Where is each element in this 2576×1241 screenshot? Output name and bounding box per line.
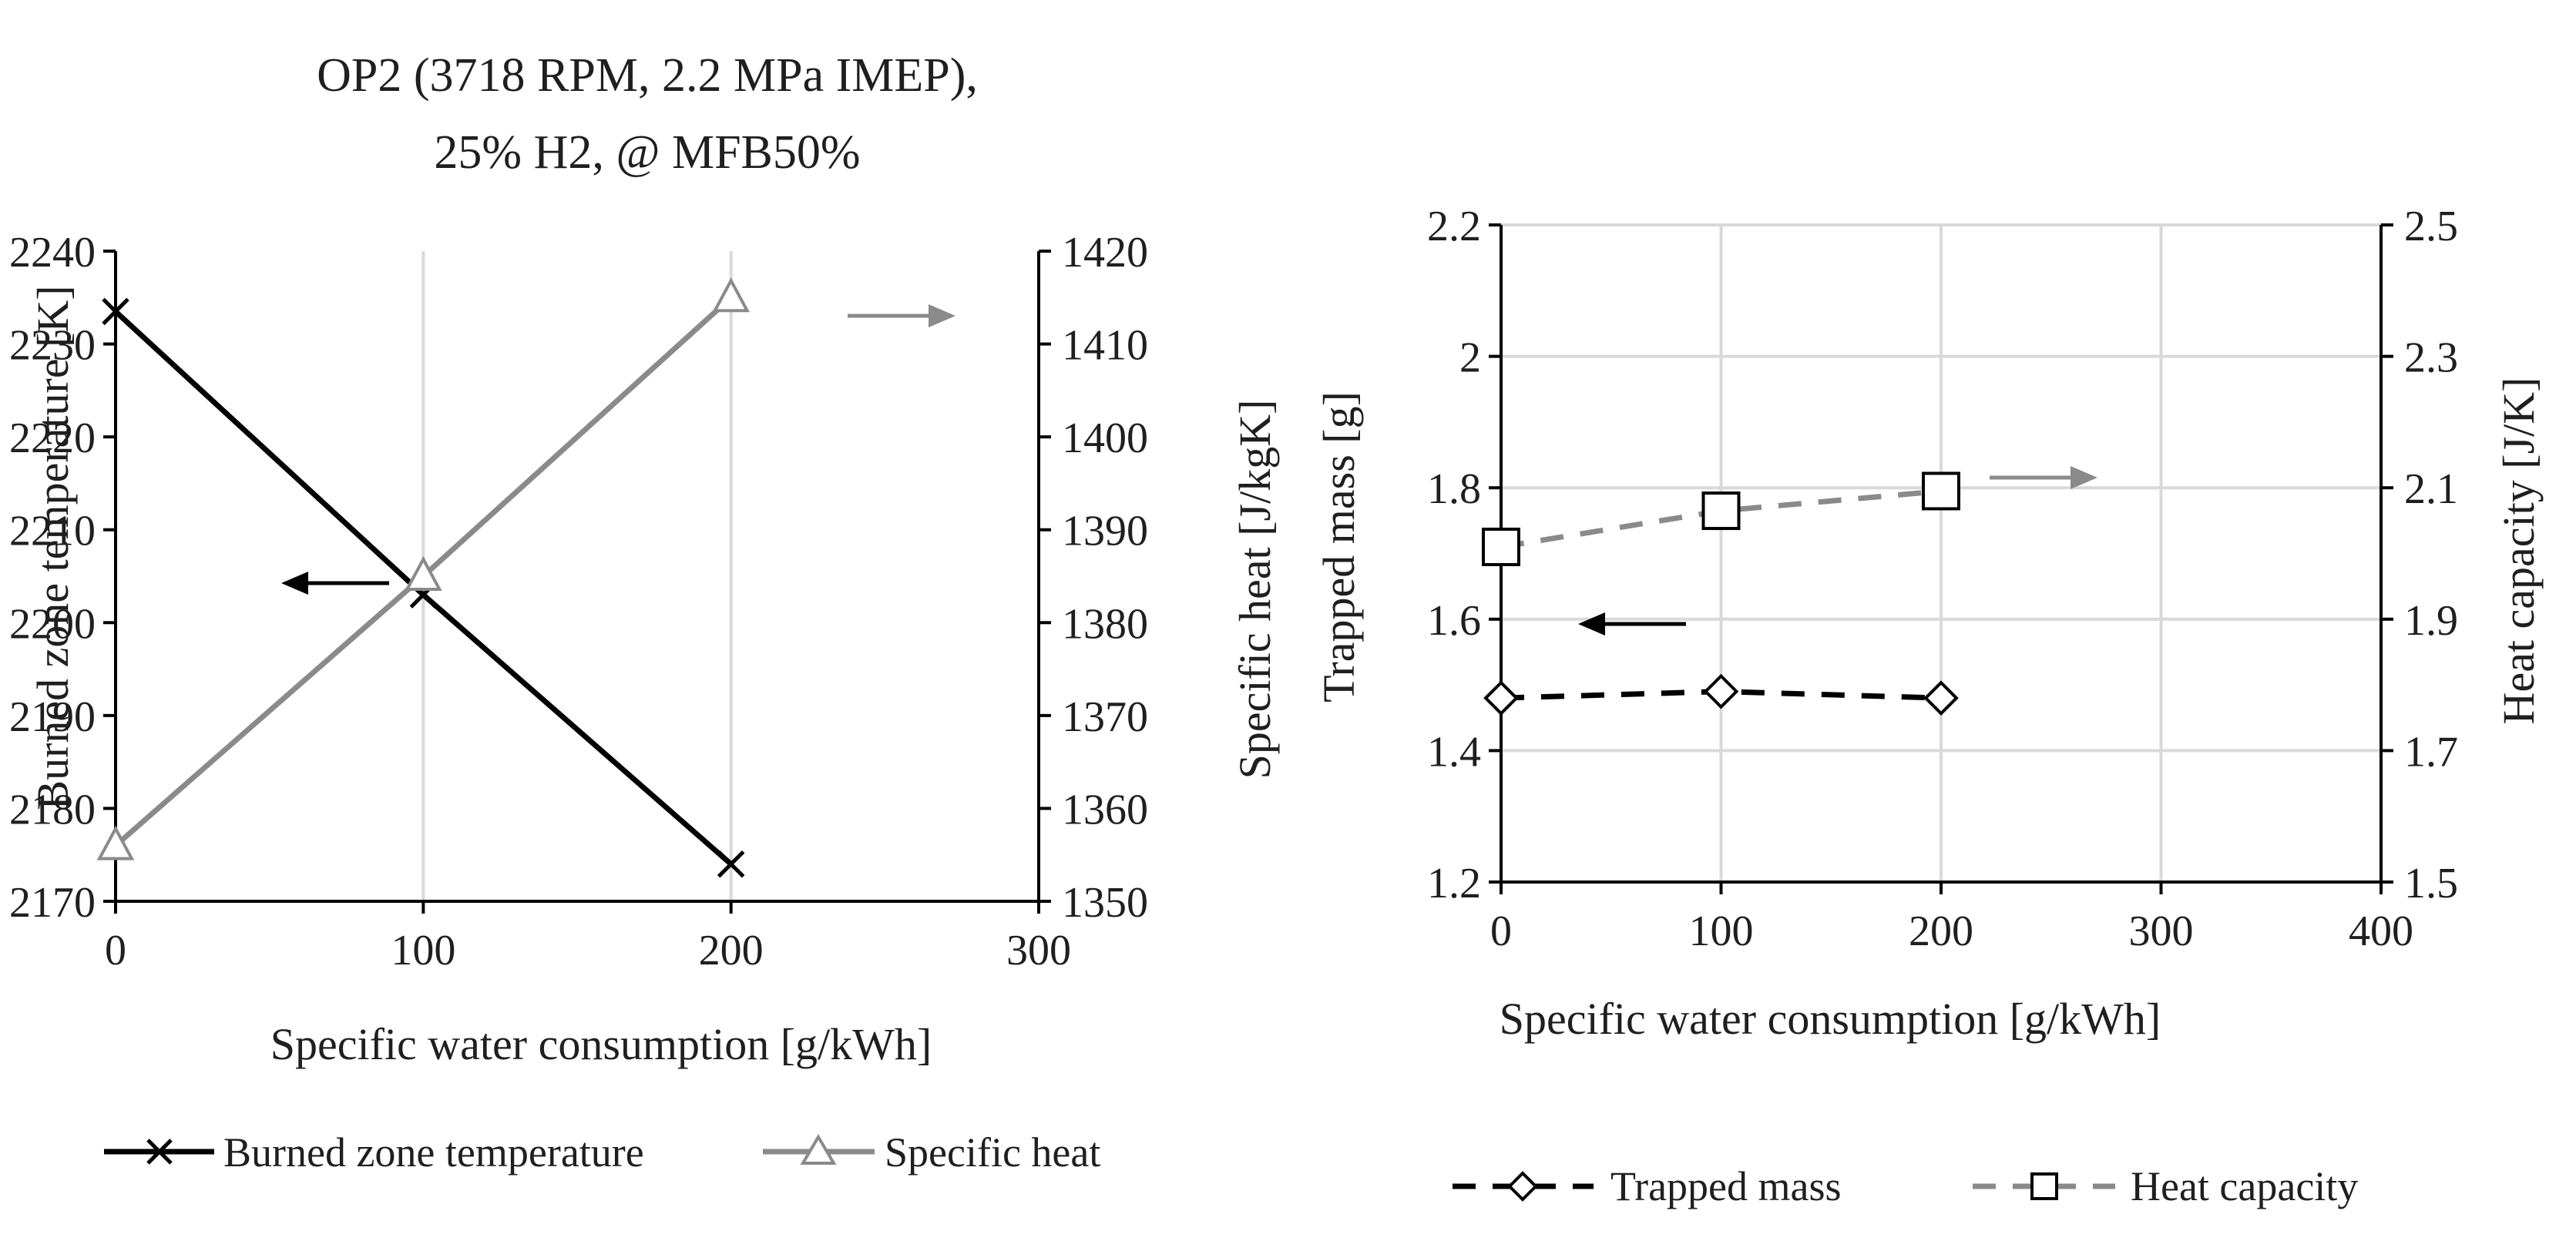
chart2-x-axis-title: Specific water consumption [g/kWh] <box>1500 994 2161 1044</box>
chart2-right-axis-arrow <box>1990 466 2097 489</box>
chart1-right-tick-label: 1380 <box>1062 600 1148 648</box>
diamond-marker-icon <box>1507 1171 1538 1202</box>
chart1-right-tick-label: 1370 <box>1062 693 1148 741</box>
chart1-right-tick-label: 1360 <box>1062 786 1148 833</box>
chart2-left-tick-label: 1.4 <box>1427 728 1481 776</box>
chart1-right-axis-title: Specific heat [J/kgK] <box>1230 400 1280 780</box>
chart2-x-tick-label: 400 <box>2349 907 2413 955</box>
triangle-marker-icon <box>800 1134 837 1165</box>
chart2-legend: Trapped mass Heat capacity <box>1453 1163 2358 1209</box>
legend-label-burned-zone-temperature: Burned zone temperature <box>223 1129 644 1176</box>
data-point-burned-zone-temperature <box>102 297 129 326</box>
legend-label-trapped-mass: Trapped mass <box>1610 1163 1842 1209</box>
chart2-right-tick-label: 1.7 <box>2404 728 2458 776</box>
chart1-title-line1: OP2 (3718 RPM, 2.2 MPa IMEP), <box>317 49 978 102</box>
legend-item-burned-zone-temperature: Burned zone temperature <box>104 1129 644 1176</box>
chart1-left-tick-label: 2210 <box>9 508 96 555</box>
chart2-x-tick-label: 200 <box>1909 907 1973 955</box>
chart1-right-tick-label: 1350 <box>1062 879 1148 927</box>
chart1-right-tick-label: 1390 <box>1062 508 1148 555</box>
chart2-right-tick-label: 2.3 <box>2404 334 2458 382</box>
data-point-specific-heat <box>96 825 135 860</box>
data-point-specific-heat <box>404 555 442 591</box>
legend-label-heat-capacity: Heat capacity <box>2131 1163 2358 1209</box>
square-marker-icon <box>2030 1172 2058 1200</box>
data-point-burned-zone-temperature <box>717 850 745 878</box>
chart2-left-axis-title: Trapped mass [g] <box>1314 391 1364 703</box>
chart1-left-axis-arrow <box>281 572 389 595</box>
chart2-x-tick-label: 300 <box>2129 907 2194 955</box>
chart2-tick-labels: 1.2 1.4 1.6 1.8 2 2.2 1.5 1.7 1.9 2.1 2.3 2.5 0 100 20… <box>1427 203 2458 955</box>
legend-item-specific-heat: Specific heat <box>763 1129 1100 1176</box>
chart1-title-line2: 25% H2, @ MFB50% <box>434 126 860 179</box>
data-point-heat-capacity <box>1701 491 1741 531</box>
chart1-right-tick-label: 1400 <box>1062 414 1148 462</box>
chart1-left-tick-label: 2200 <box>9 600 96 648</box>
data-point-specific-heat <box>712 277 751 313</box>
chart1-x-tick-label: 200 <box>699 927 764 974</box>
data-point-heat-capacity <box>1922 471 1960 511</box>
chart2-series <box>1482 471 1960 716</box>
chart1-tick-labels: 2170 2180 2190 2200 2210 2220 2230 2240 1350 1360… <box>9 229 1148 974</box>
chart-burned-zone-temperature: OP2 (3718 RPM, 2.2 MPa IMEP), 25% H2, @ … <box>9 49 1280 1176</box>
chart1-left-tick-label: 2190 <box>9 693 96 741</box>
chart1-axes <box>103 250 1051 914</box>
chart2-left-tick-label: 1.6 <box>1427 597 1481 645</box>
chart1-left-tick-label: 2240 <box>9 229 96 277</box>
chart1-x-tick-label: 0 <box>105 927 126 974</box>
chart1-right-tick-label: 1410 <box>1062 322 1148 370</box>
data-point-trapped-mass <box>1703 673 1739 709</box>
chart2-right-tick-label: 2.1 <box>2404 465 2458 513</box>
chart1-right-tick-label: 1420 <box>1062 229 1148 277</box>
chart1-x-axis-title: Specific water consumption [g/kWh] <box>270 1019 932 1069</box>
chart2-right-tick-label: 1.5 <box>2404 860 2458 907</box>
chart2-left-tick-label: 2 <box>1459 334 1481 382</box>
chart1-left-tick-label: 2230 <box>9 322 96 370</box>
chart2-right-tick-label: 1.9 <box>2404 597 2458 645</box>
chart2-axes <box>1489 223 2393 894</box>
chart1-left-tick-label: 2220 <box>9 414 96 462</box>
legend-item-trapped-mass: Trapped mass <box>1453 1163 1842 1209</box>
chart2-right-axis-title: Heat capacity [J/K] <box>2494 377 2544 725</box>
legend-label-specific-heat: Specific heat <box>885 1129 1100 1176</box>
chart1-right-axis-arrow <box>848 304 956 327</box>
chart-trapped-mass: 1.2 1.4 1.6 1.8 2 2.2 1.5 1.7 1.9 2.1 2.3 2.5 0 100 20… <box>1314 203 2544 1209</box>
chart1-series <box>96 277 751 878</box>
chart2-left-tick-label: 2.2 <box>1427 203 1481 250</box>
x-marker-icon <box>146 1139 173 1165</box>
chart1-left-axis-title: Burned zone temperature [K] <box>28 285 78 810</box>
data-point-trapped-mass <box>1483 680 1519 716</box>
chart1-x-tick-label: 100 <box>391 927 455 974</box>
chart1-legend: Burned zone temperature Specific heat <box>104 1129 1100 1176</box>
chart1-left-tick-label: 2170 <box>9 879 96 927</box>
chart2-left-axis-arrow <box>1578 612 1686 636</box>
chart1-x-tick-label: 300 <box>1006 927 1071 974</box>
chart1-left-tick-label: 2180 <box>9 786 96 833</box>
chart2-right-tick-label: 2.5 <box>2404 203 2458 250</box>
chart2-left-tick-label: 1.2 <box>1427 860 1481 907</box>
data-point-trapped-mass <box>1923 680 1959 716</box>
data-point-heat-capacity <box>1482 527 1520 566</box>
chart2-x-tick-label: 100 <box>1689 907 1754 955</box>
legend-item-heat-capacity: Heat capacity <box>1973 1163 2358 1209</box>
chart2-left-tick-label: 1.8 <box>1427 465 1481 513</box>
chart2-x-tick-label: 0 <box>1490 907 1512 955</box>
